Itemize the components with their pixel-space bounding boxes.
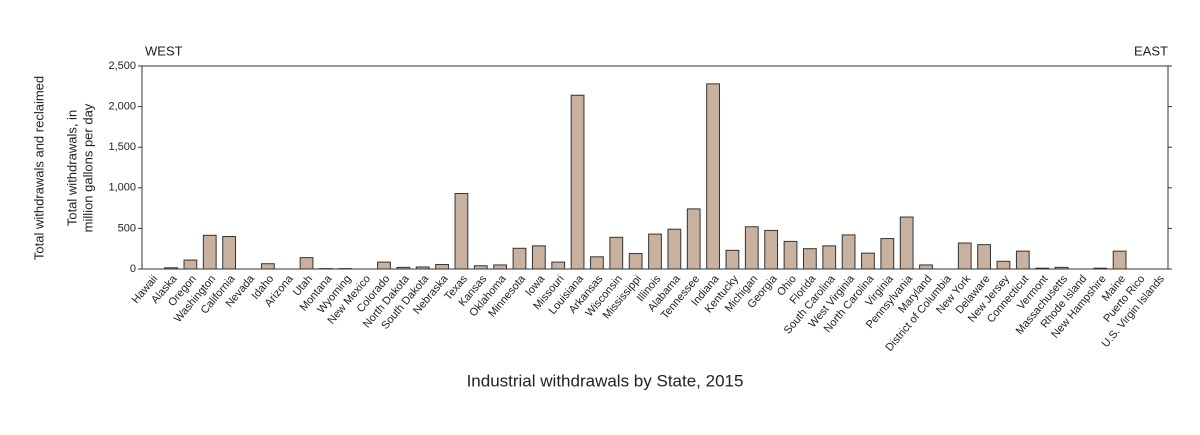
bar	[377, 261, 391, 270]
bar	[764, 229, 779, 270]
bar	[299, 257, 314, 270]
y-tick-label: 2,500	[108, 60, 136, 72]
bar	[396, 266, 411, 270]
bar	[744, 226, 759, 270]
bar	[1112, 250, 1127, 270]
bar	[570, 94, 585, 270]
y-axis-title: Total withdrawals, in	[64, 110, 79, 226]
west-annotation: WEST	[145, 43, 183, 58]
bar	[822, 245, 837, 270]
bar	[454, 192, 469, 270]
bar	[802, 248, 817, 270]
bar	[493, 264, 508, 270]
bar	[725, 249, 740, 270]
bar	[202, 234, 217, 270]
bar	[667, 228, 682, 270]
bar	[609, 236, 624, 270]
y-tick-label: 0	[130, 263, 136, 275]
bar	[861, 252, 875, 270]
bar	[841, 234, 856, 270]
bar	[899, 216, 914, 270]
y-tick-label: 500	[118, 222, 136, 234]
bar	[164, 267, 178, 270]
bar	[1035, 267, 1050, 270]
bar	[919, 264, 933, 270]
bar	[590, 256, 604, 270]
bar	[260, 263, 275, 270]
y-tick-label: 1,500	[108, 141, 136, 153]
bar	[977, 244, 991, 270]
bar	[512, 247, 527, 270]
y-axis-title: million gallons per day	[80, 103, 95, 232]
bar	[880, 238, 895, 270]
bar	[1054, 266, 1069, 270]
y-tick-label: 2,000	[108, 101, 136, 113]
bar	[783, 240, 798, 270]
bar	[648, 233, 662, 270]
chart-title: Industrial withdrawals by State, 2015	[467, 371, 744, 390]
bar	[706, 83, 720, 270]
bar	[222, 236, 237, 270]
bar	[1015, 250, 1030, 270]
bar	[1093, 267, 1108, 270]
bar	[551, 261, 566, 270]
bar	[686, 208, 701, 270]
bar	[996, 260, 1011, 270]
bar	[183, 259, 198, 270]
bar	[628, 253, 643, 270]
bar	[957, 242, 972, 270]
bar	[531, 245, 546, 270]
bar	[415, 266, 430, 270]
bar	[435, 264, 449, 270]
y-axis-title-outer: Total withdrawals and reclaimed	[31, 76, 46, 260]
bar	[473, 265, 488, 270]
east-annotation: EAST	[1134, 43, 1168, 58]
y-tick-label: 1,000	[108, 182, 136, 194]
